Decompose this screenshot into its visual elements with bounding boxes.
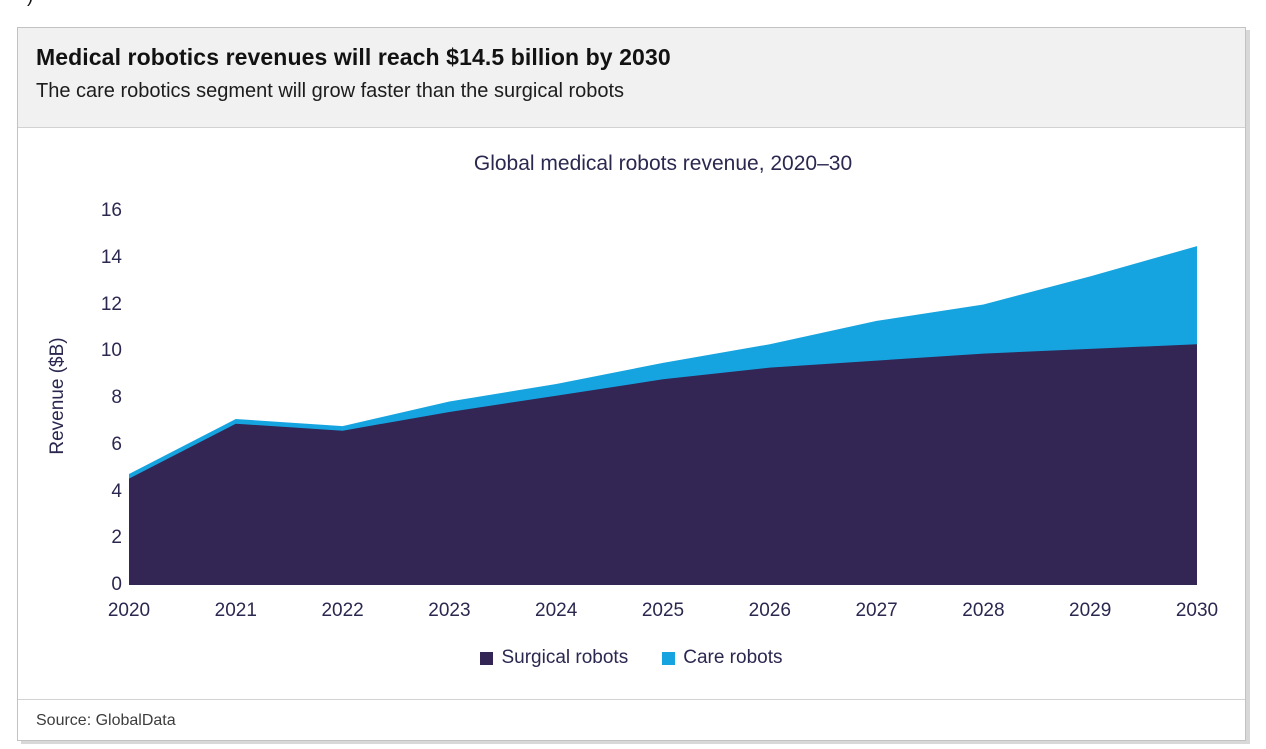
chart-title: Global medical robots revenue, 2020–30 bbox=[473, 152, 853, 175]
x-tick-label: 2025 bbox=[641, 600, 685, 621]
x-tick-label: 2022 bbox=[321, 600, 364, 621]
x-tick-label: 2029 bbox=[1069, 600, 1112, 621]
x-tick-label: 2026 bbox=[748, 600, 791, 621]
legend-label: Care robots bbox=[683, 647, 783, 668]
x-axis-ticks: 2020 2021 2022 2023 2024 2025 2026 2027 2028 2029… bbox=[108, 600, 1218, 626]
x-tick-label: 2021 bbox=[214, 600, 257, 621]
y-tick-label: 12 bbox=[100, 293, 122, 315]
figure-title: Medical robotics revenues will reach $14… bbox=[36, 44, 671, 70]
x-tick-label: 2023 bbox=[428, 600, 471, 621]
y-tick-label: 8 bbox=[111, 387, 122, 408]
legend-label: Surgical robots bbox=[501, 647, 629, 668]
x-tick-label: 2024 bbox=[535, 600, 578, 621]
y-tick-label: 2 bbox=[111, 527, 122, 549]
stacked-area-plot bbox=[129, 211, 1197, 585]
y-tick-label: 6 bbox=[111, 433, 122, 455]
y-tick-label: 14 bbox=[100, 246, 122, 268]
figure-card: Medical robotics revenues will reach $14… bbox=[17, 27, 1246, 741]
y-tick-label: 16 bbox=[100, 200, 122, 221]
source-text: Source: GlobalData bbox=[36, 711, 176, 729]
chart-legend: Surgical robots Care robots bbox=[18, 647, 1245, 669]
y-axis-title: Revenue ($B) bbox=[47, 337, 68, 455]
legend-swatch-icon bbox=[662, 651, 676, 665]
y-tick-label: 4 bbox=[111, 480, 122, 502]
figure-subtitle: The care robotics segment will grow fast… bbox=[36, 80, 625, 102]
x-tick-label: 2030 bbox=[1175, 600, 1219, 621]
y-tick-label: 0 bbox=[111, 574, 122, 595]
figure-footer: Source: GlobalData bbox=[18, 699, 1245, 741]
surgical-robots-area bbox=[129, 344, 1197, 585]
y-tick-label: 10 bbox=[100, 340, 122, 362]
legend-item: Surgical robots bbox=[480, 647, 628, 669]
x-tick-label: 2027 bbox=[855, 600, 898, 621]
legend-swatch-icon bbox=[480, 651, 494, 665]
x-tick-label: 2028 bbox=[962, 600, 1005, 621]
y-axis-ticks: 0 2 4 6 8 10 12 14 16 bbox=[76, 200, 122, 595]
figure-header: Medical robotics revenues will reach $14… bbox=[18, 28, 1245, 128]
chart-area: Global medical robots revenue, 2020–30 R… bbox=[18, 128, 1245, 699]
clipped-text-fragment: ) bbox=[27, 0, 33, 8]
x-tick-label: 2020 bbox=[107, 600, 151, 621]
legend-item: Care robots bbox=[662, 647, 783, 669]
